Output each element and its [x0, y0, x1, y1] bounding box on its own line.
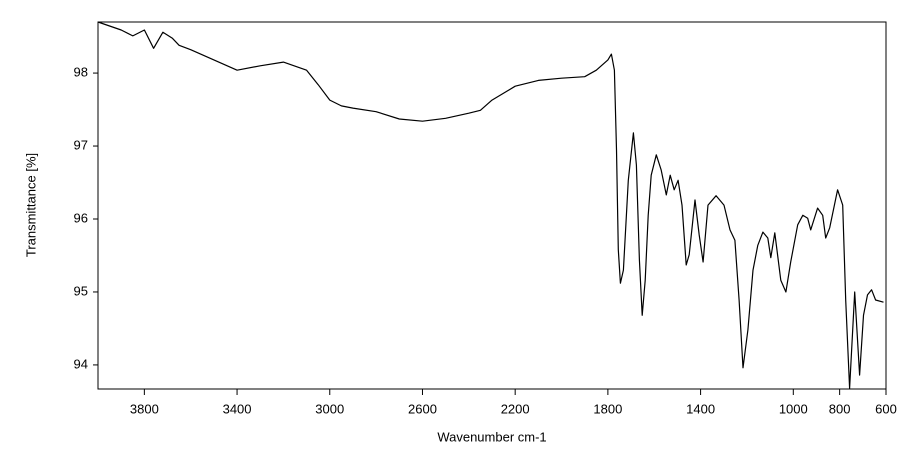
x-axis-label: Wavenumber cm-1: [437, 429, 546, 444]
x-tick-label: 600: [875, 401, 897, 416]
y-tick-label: 95: [74, 283, 88, 298]
plot-frame: [97, 21, 887, 390]
x-tick-label: 800: [829, 401, 851, 416]
x-tick-label: 3000: [315, 401, 344, 416]
spectrum-line: [97, 21, 884, 389]
x-tick-label: 1000: [779, 401, 808, 416]
y-tick-label: 96: [74, 210, 88, 225]
y-tick-label: 94: [74, 356, 88, 371]
y-tick-label: 97: [74, 137, 88, 152]
y-axis-label: Transmittance [%]: [23, 153, 38, 257]
x-tick-label: 2200: [501, 401, 530, 416]
x-tick-label: 1800: [593, 401, 622, 416]
x-tick-label: 3800: [130, 401, 159, 416]
x-tick-label: 3400: [223, 401, 252, 416]
x-tick-label: 1400: [686, 401, 715, 416]
x-tick-label: 2600: [408, 401, 437, 416]
y-tick-label: 98: [74, 65, 88, 80]
